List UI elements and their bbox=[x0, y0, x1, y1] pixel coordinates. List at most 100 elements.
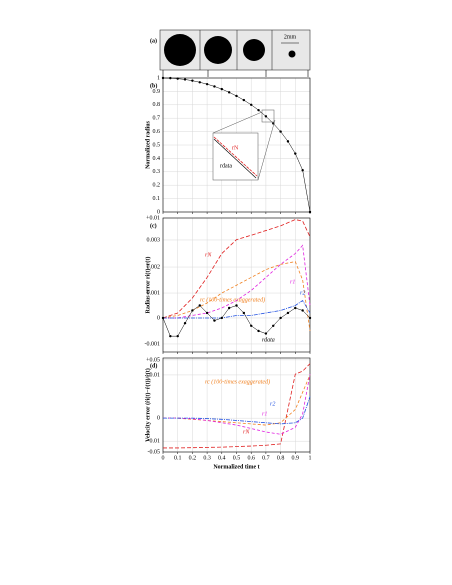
data-point bbox=[176, 334, 179, 338]
data-point bbox=[227, 91, 231, 94]
annotation: rdata bbox=[220, 163, 232, 169]
series-label: r2 bbox=[300, 290, 305, 296]
data-point bbox=[257, 108, 260, 112]
data-point bbox=[264, 115, 268, 118]
data-point bbox=[183, 321, 187, 325]
y-tick-label: 0.9 bbox=[153, 89, 161, 95]
x-tick-label: 0.1 bbox=[174, 455, 182, 461]
x-tick-label: 0.7 bbox=[262, 455, 270, 461]
panel-label: (b) bbox=[150, 82, 157, 89]
data-point bbox=[220, 316, 223, 320]
series-line bbox=[163, 363, 311, 449]
data-point bbox=[176, 77, 179, 80]
x-tick-label: 0.9 bbox=[292, 455, 300, 461]
series-label: rc (100-times exaggerated) bbox=[200, 296, 265, 303]
data-point bbox=[213, 319, 216, 322]
series-line bbox=[163, 396, 311, 425]
data-point bbox=[161, 76, 165, 80]
data-point bbox=[205, 82, 209, 86]
data-point bbox=[169, 76, 172, 80]
data-point bbox=[235, 94, 238, 98]
series-label: rdata bbox=[262, 337, 275, 343]
y-tick-label: 1 bbox=[157, 75, 160, 81]
data-point bbox=[220, 87, 223, 91]
data-point bbox=[191, 309, 194, 312]
x-tick-label: 0 bbox=[162, 455, 165, 461]
data-point bbox=[294, 152, 297, 155]
y-axis-label: Velocity error (ṙi(t)−ṙ(t))/ṙ(t) bbox=[144, 368, 151, 442]
data-point bbox=[242, 98, 246, 102]
y-tick-label: 0.7 bbox=[153, 116, 161, 122]
series-line bbox=[163, 299, 311, 319]
data-point bbox=[264, 332, 268, 335]
plot-frame bbox=[162, 357, 311, 453]
x-tick-label: 0.4 bbox=[218, 455, 226, 461]
y-tick-label: 0.8 bbox=[153, 102, 161, 108]
plot-frame bbox=[162, 217, 311, 353]
y-tick-label: 0.3 bbox=[153, 169, 161, 175]
series-label: r1 bbox=[262, 411, 267, 417]
data-point bbox=[250, 324, 253, 327]
y-tick-label: 0.5 bbox=[153, 142, 161, 148]
series-label: r1 bbox=[290, 279, 295, 285]
y-tick-label: -0.01 bbox=[148, 439, 161, 445]
x-tick-label: 0.5 bbox=[233, 455, 241, 461]
data-point bbox=[227, 306, 231, 310]
panel-label: (d) bbox=[150, 362, 157, 369]
inset: rN rdata bbox=[212, 109, 276, 181]
data-point bbox=[308, 210, 312, 214]
data-point bbox=[161, 316, 165, 320]
y-axis-label: Radius error ri(t)−r(t) bbox=[144, 257, 151, 314]
y-tick-label: 0.01 bbox=[150, 372, 161, 378]
scale-text: 2mm bbox=[284, 34, 297, 40]
data-point bbox=[235, 304, 238, 307]
panel: -0.001 0 0.001 0.002 0.003 +0.01(c) Radius err… bbox=[144, 215, 312, 354]
x-tick-label: 0.8 bbox=[277, 455, 285, 461]
data-point bbox=[198, 81, 201, 84]
series-line bbox=[162, 261, 311, 332]
panel-a: (a) 2mm bbox=[150, 29, 311, 77]
arrows bbox=[162, 70, 309, 77]
droplet bbox=[243, 39, 265, 61]
data-point bbox=[213, 85, 216, 88]
data-point bbox=[301, 168, 304, 172]
panel: 0 0.1 0.2 0.3 0.4 0.5 0.6 0.7 0.8 0.9 1 -0.05 -0.01 0… bbox=[144, 357, 311, 470]
y-axis-label: Normalized radius bbox=[145, 120, 151, 168]
data-point bbox=[286, 311, 290, 315]
droplet bbox=[164, 34, 196, 66]
plot-frame bbox=[162, 77, 311, 213]
data-point bbox=[294, 306, 297, 310]
data-point bbox=[279, 130, 282, 133]
x-tick-label: 0.2 bbox=[189, 455, 197, 461]
y-tick-label: -0.001 bbox=[145, 341, 161, 347]
y-tick-label: 0 bbox=[157, 315, 160, 321]
data-point bbox=[272, 324, 275, 327]
data-point bbox=[242, 311, 246, 315]
data-point bbox=[198, 304, 201, 307]
y-tick-label: 0.003 bbox=[147, 237, 161, 243]
series-line bbox=[163, 244, 311, 319]
data-point bbox=[286, 140, 290, 143]
x-tick-label: 0.6 bbox=[247, 455, 255, 461]
series-line bbox=[162, 219, 311, 319]
data-point bbox=[205, 311, 209, 315]
series-label: r2 bbox=[270, 401, 275, 407]
droplet bbox=[204, 36, 232, 64]
annotation: rN bbox=[232, 145, 239, 151]
y-tick-label: +0.01 bbox=[146, 215, 160, 221]
series-label: rc (100-times exaggerated) bbox=[205, 378, 270, 385]
data-point bbox=[250, 103, 253, 107]
data-point bbox=[257, 329, 260, 333]
data-point bbox=[308, 316, 312, 320]
y-tick-label: 0.4 bbox=[153, 156, 161, 162]
y-tick-label: 0 bbox=[157, 209, 160, 215]
y-tick-label: 0.1 bbox=[153, 196, 161, 202]
y-tick-label: +0.05 bbox=[146, 357, 160, 363]
x-axis-label: Normalized time t bbox=[213, 464, 259, 470]
y-tick-label: 0.6 bbox=[153, 129, 161, 135]
y-tick-label: 0.2 bbox=[153, 183, 161, 189]
series-line bbox=[163, 374, 311, 435]
y-tick-label: -0.05 bbox=[148, 449, 161, 455]
y-tick-label: 0 bbox=[157, 416, 160, 422]
